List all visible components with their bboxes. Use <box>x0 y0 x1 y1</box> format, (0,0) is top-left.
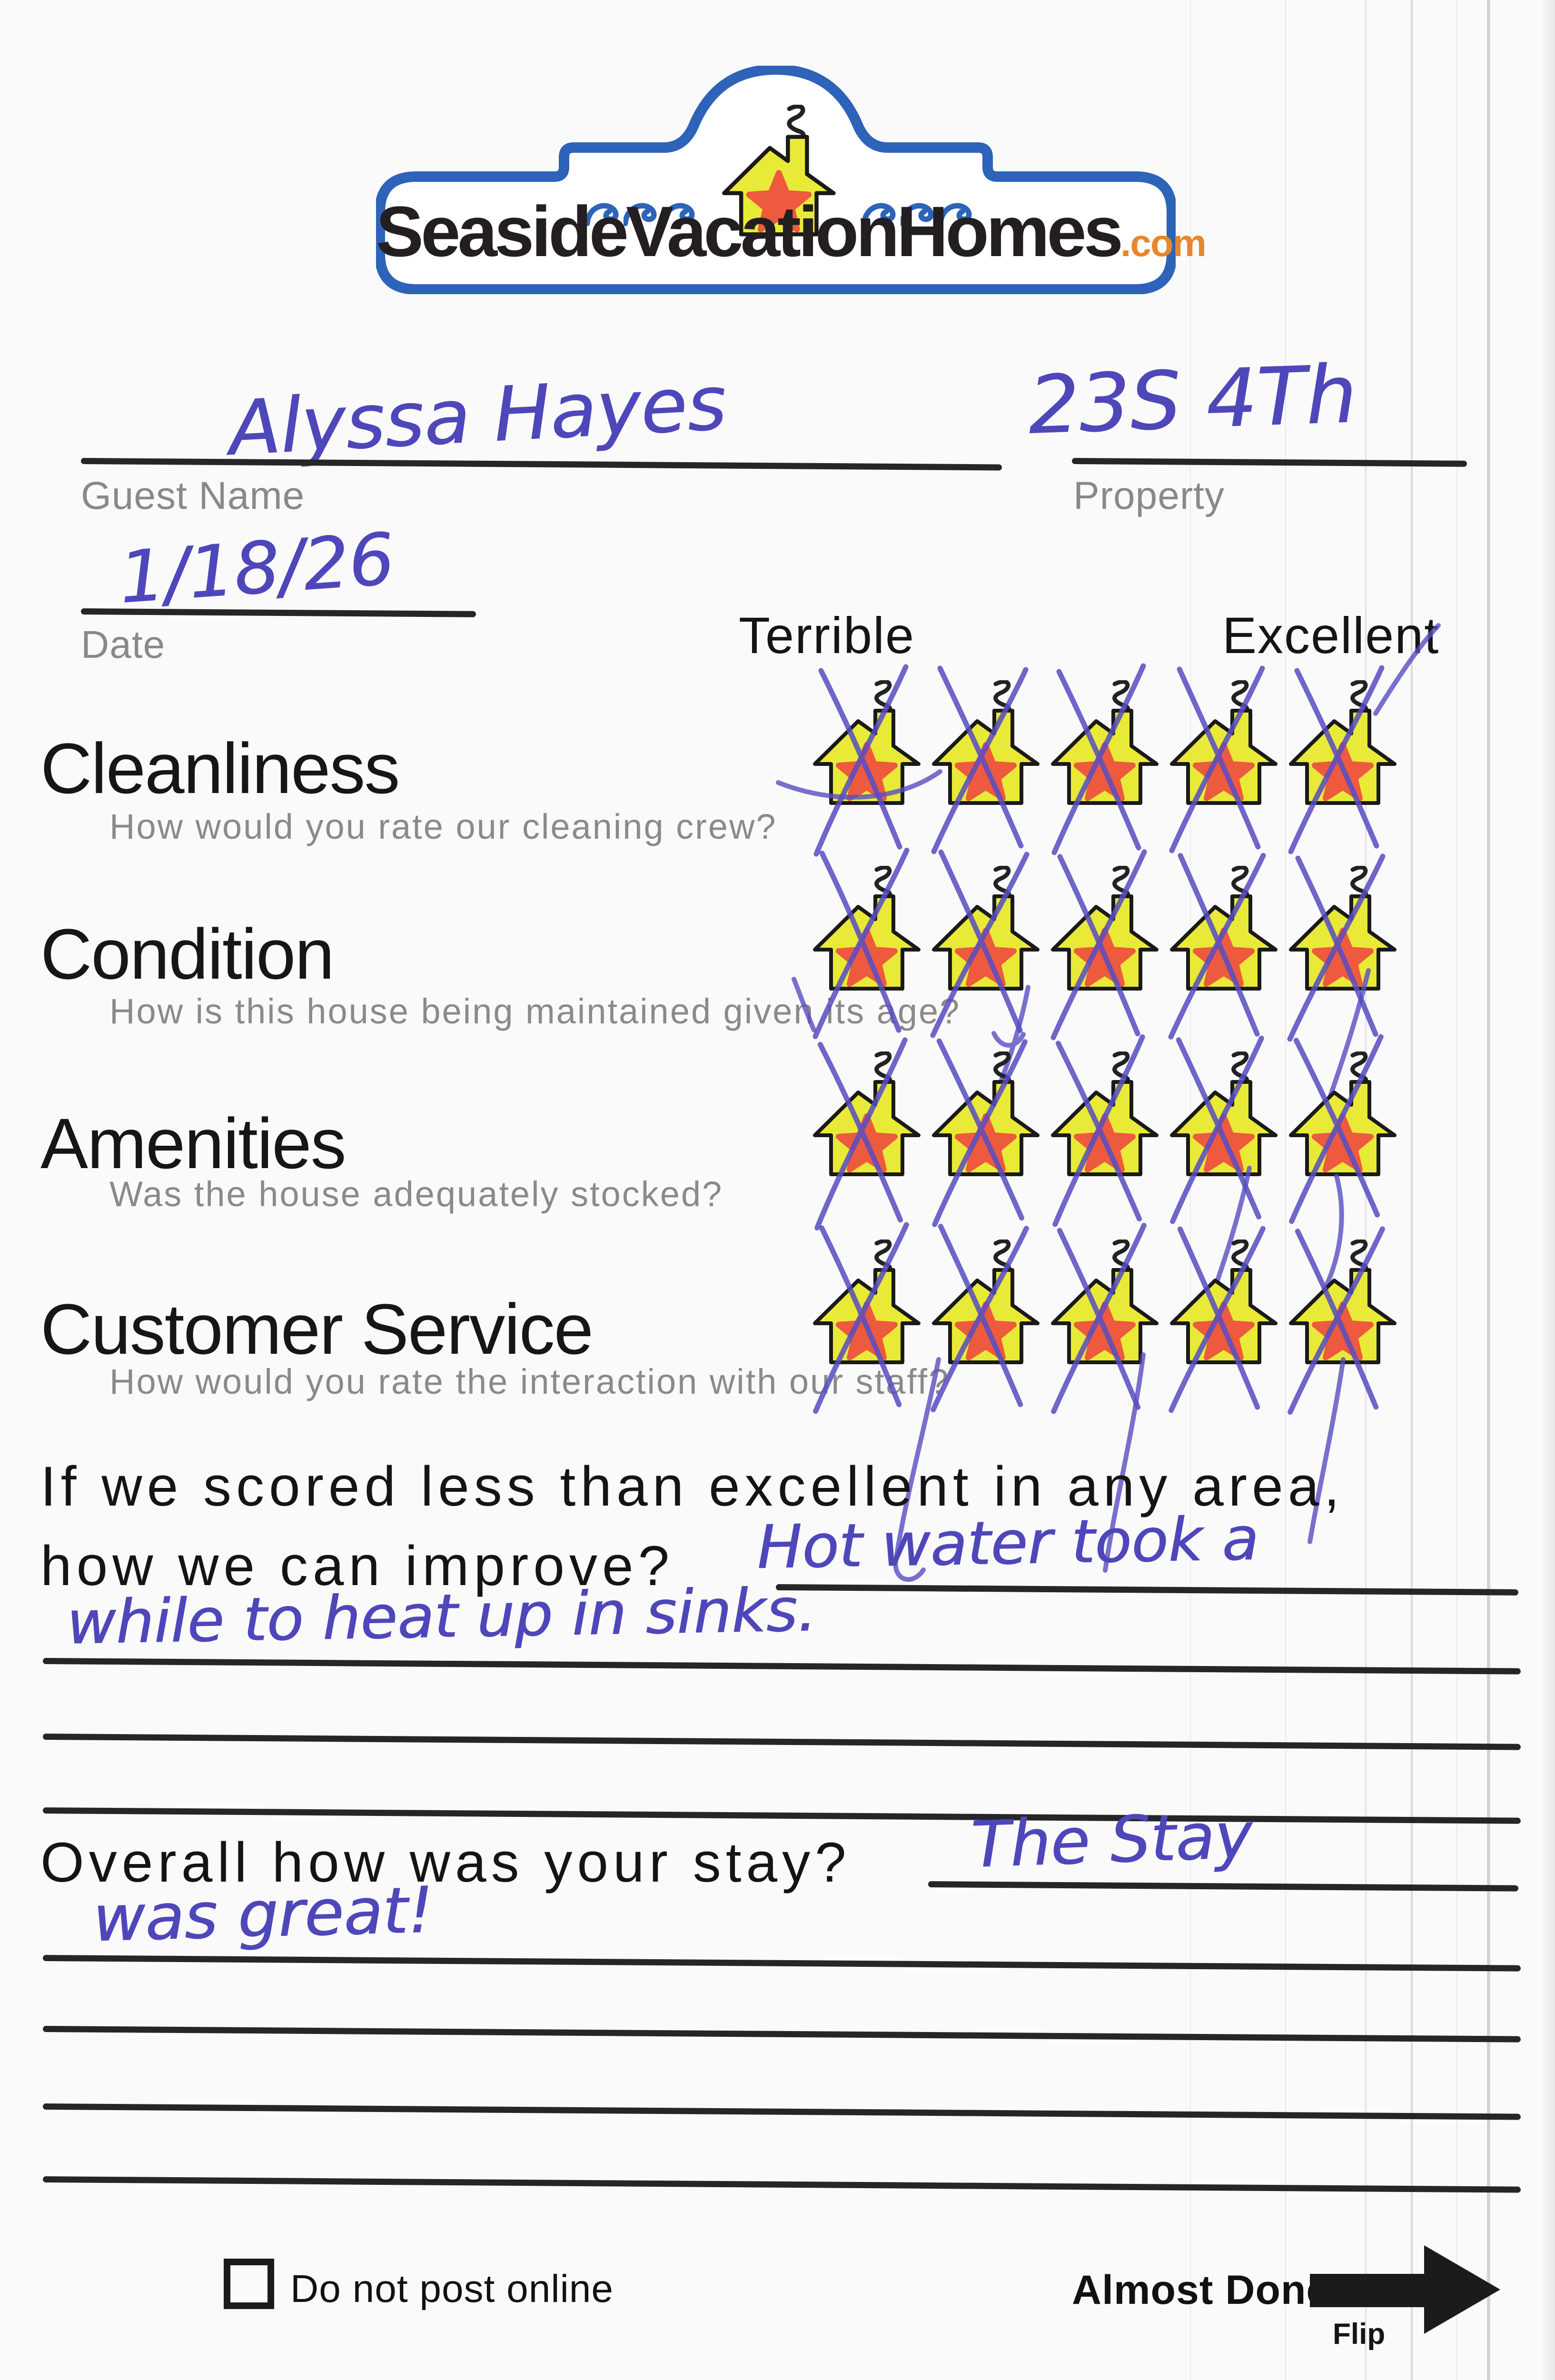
guest-name-label: Guest Name <box>81 474 305 517</box>
guest-name-line <box>80 458 1002 471</box>
improve-answer-line1: Hot water took a <box>756 1503 1259 1583</box>
do-not-post-checkbox[interactable] <box>224 2259 274 2309</box>
rating-house-icon[interactable] <box>923 1240 1042 1368</box>
date-label: Date <box>81 623 166 666</box>
overall-answer-line1: The Stay <box>970 1798 1254 1883</box>
overall-question-prompt: Overall how was your stay? <box>40 1831 851 1894</box>
rating-row-customer-service <box>804 1240 1399 1368</box>
scan-streak <box>1365 0 1367 2380</box>
property-value: 23S 4Th <box>1026 347 1358 452</box>
logo-brand: SeasideVacationHomes <box>376 191 1123 271</box>
scan-streak <box>1487 0 1490 2380</box>
logo: SeasideVacationHomes.com <box>376 66 1207 294</box>
rating-house-icon[interactable] <box>1042 866 1161 994</box>
improve-question-line2: how we can improve? <box>40 1535 674 1597</box>
property-label: Property <box>1073 474 1225 517</box>
property-line <box>1071 458 1467 467</box>
answer-line <box>42 2103 1521 2120</box>
logo-graphic <box>376 66 1176 294</box>
rating-house-icon[interactable] <box>923 680 1042 809</box>
guest-name-value: Alyssa Hayes <box>226 359 728 473</box>
answer-line <box>775 1584 1519 1596</box>
rating-house-icon[interactable] <box>1042 680 1161 809</box>
answer-line <box>42 1658 1521 1675</box>
rating-house-icon[interactable] <box>1280 1051 1399 1180</box>
overall-answer-line2: was great! <box>92 1873 435 1956</box>
do-not-post-label: Do not post online <box>290 2267 614 2311</box>
rating-house-icon[interactable] <box>1042 1051 1161 1180</box>
rating-house-icon[interactable] <box>1280 866 1399 994</box>
date-value: 1/18/26 <box>116 518 397 620</box>
answer-line <box>42 2026 1521 2043</box>
rating-house-icon[interactable] <box>1042 1240 1161 1368</box>
logo-tld: .com <box>1120 222 1207 264</box>
logo-text: SeasideVacationHomes.com <box>376 190 1207 273</box>
improve-question-line1: If we scored less than excellent in any … <box>40 1455 1345 1518</box>
answer-line <box>42 1734 1521 1750</box>
rating-house-icon[interactable] <box>1161 1051 1280 1180</box>
scale-terrible-label: Terrible <box>739 606 915 664</box>
scan-streak <box>1411 0 1413 2380</box>
almost-done-label: Almost Done <box>1072 2267 1330 2313</box>
rating-house-icon[interactable] <box>804 1240 923 1368</box>
rating-row-condition <box>804 866 1399 994</box>
flip-label: Flip <box>1333 2318 1386 2350</box>
rating-house-icon[interactable] <box>1161 680 1280 809</box>
scan-edge-shadow <box>1541 0 1555 2380</box>
rating-house-icon[interactable] <box>1280 680 1399 809</box>
rating-row-cleanliness <box>804 680 1399 809</box>
rating-house-icon[interactable] <box>923 1051 1042 1180</box>
answer-line <box>42 2176 1521 2193</box>
scale-excellent-label: Excellent <box>1222 606 1440 664</box>
answer-line <box>42 1807 1521 1824</box>
category-subtitle-amenities: Was the house adequately stocked? <box>109 1174 723 1214</box>
rating-house-icon[interactable] <box>1280 1240 1399 1368</box>
answer-line <box>42 1955 1521 1972</box>
rating-house-icon[interactable] <box>804 680 923 809</box>
answer-line <box>928 1881 1519 1892</box>
category-subtitle-customer-service: How would you rate the interaction with … <box>109 1362 950 1401</box>
category-title-customer-service: Customer Service <box>40 1289 594 1369</box>
category-title-condition: Condition <box>40 914 335 994</box>
flip-arrow-icon <box>1310 2245 1500 2334</box>
rating-house-icon[interactable] <box>804 1051 923 1180</box>
category-subtitle-cleanliness: How would you rate our cleaning crew? <box>109 807 777 846</box>
rating-row-amenities <box>804 1051 1399 1180</box>
rating-house-icon[interactable] <box>1161 1240 1280 1368</box>
category-title-cleanliness: Cleanliness <box>40 728 400 808</box>
scan-streak <box>1456 0 1457 2380</box>
rating-house-icon[interactable] <box>804 866 923 994</box>
rating-house-icon[interactable] <box>1161 866 1280 994</box>
rating-house-icon[interactable] <box>923 866 1042 994</box>
category-title-amenities: Amenities <box>40 1103 347 1183</box>
category-subtitle-condition: How is this house being maintained given… <box>109 992 961 1031</box>
improve-answer-line2: while to heat up in sinks. <box>66 1575 817 1658</box>
